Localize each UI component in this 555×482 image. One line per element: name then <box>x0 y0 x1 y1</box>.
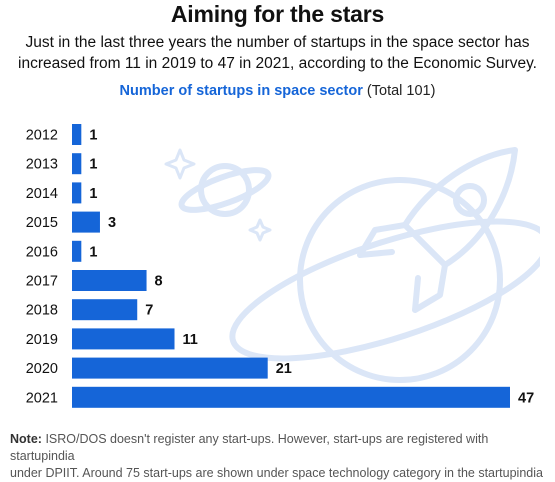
value-label-2016: 1 <box>89 244 97 260</box>
category-label-2017: 2017 <box>26 274 58 290</box>
chart-subtitle: Just in the last three years the number … <box>0 32 555 74</box>
rocket-icon <box>357 147 518 313</box>
bar-2013 <box>72 153 82 175</box>
chart-heading-main: Number of startups in space sector <box>119 83 363 99</box>
category-label-2021: 2021 <box>26 390 58 406</box>
category-label-2015: 2015 <box>26 215 58 231</box>
footnote-line-1: Note: ISRO/DOS doesn't register any star… <box>10 431 550 465</box>
category-label-2012: 2012 <box>26 128 58 144</box>
category-label-2020: 2020 <box>26 361 58 377</box>
value-label-2017: 8 <box>155 274 163 290</box>
value-label-2013: 1 <box>89 157 97 173</box>
bar-2015 <box>72 211 100 233</box>
subtitle-line-2: increased from 11 in 2019 to 47 in 2021,… <box>18 55 537 72</box>
category-label-2014: 2014 <box>26 186 58 202</box>
bar-2012 <box>72 124 82 145</box>
bar-2014 <box>72 182 82 204</box>
chart-heading-total: (Total 101) <box>366 83 436 99</box>
value-label-2019: 11 <box>183 332 198 348</box>
category-label-2019: 2019 <box>26 332 58 348</box>
subtitle-line-1: Just in the last three years the number … <box>25 34 530 51</box>
value-label-2012: 1 <box>89 128 97 144</box>
bar-2017 <box>72 270 147 291</box>
bar-chart: 2012 1 2013 1 2014 1 2015 3 2016 1 2017 8 2018 7 2019 1… <box>26 124 534 408</box>
footnote: Note: ISRO/DOS doesn't register any star… <box>10 431 550 482</box>
footnote-label: Note: <box>10 432 42 446</box>
value-label-2014: 1 <box>89 186 97 202</box>
small-planet-icon <box>178 163 272 217</box>
value-label-2020: 21 <box>276 361 292 377</box>
value-label-2018: 7 <box>145 303 153 319</box>
star-icon <box>164 148 196 180</box>
chart-heading: Number of startups in space sector (Tota… <box>0 81 555 101</box>
category-label-2016: 2016 <box>26 244 58 260</box>
category-label-2013: 2013 <box>26 157 58 173</box>
space-illustration <box>164 147 540 383</box>
chart-title: Aiming for the stars <box>170 1 385 27</box>
bar-2019 <box>72 328 175 350</box>
bar-2018 <box>72 299 138 321</box>
bars-layer: 2012 1 2013 1 2014 1 2015 3 2016 1 2017 8 2018 7 2019 1… <box>26 124 534 408</box>
category-label-2018: 2018 <box>26 303 58 319</box>
value-label-2021: 47 <box>518 390 534 406</box>
large-planet-icon <box>229 177 540 383</box>
star-icon <box>248 218 272 242</box>
bar-2016 <box>72 240 82 262</box>
footnote-text-1: ISRO/DOS doesn't register any start-ups.… <box>10 432 489 463</box>
value-label-2015: 3 <box>108 215 116 231</box>
bar-2021 <box>72 386 510 408</box>
bar-2020 <box>72 357 268 379</box>
